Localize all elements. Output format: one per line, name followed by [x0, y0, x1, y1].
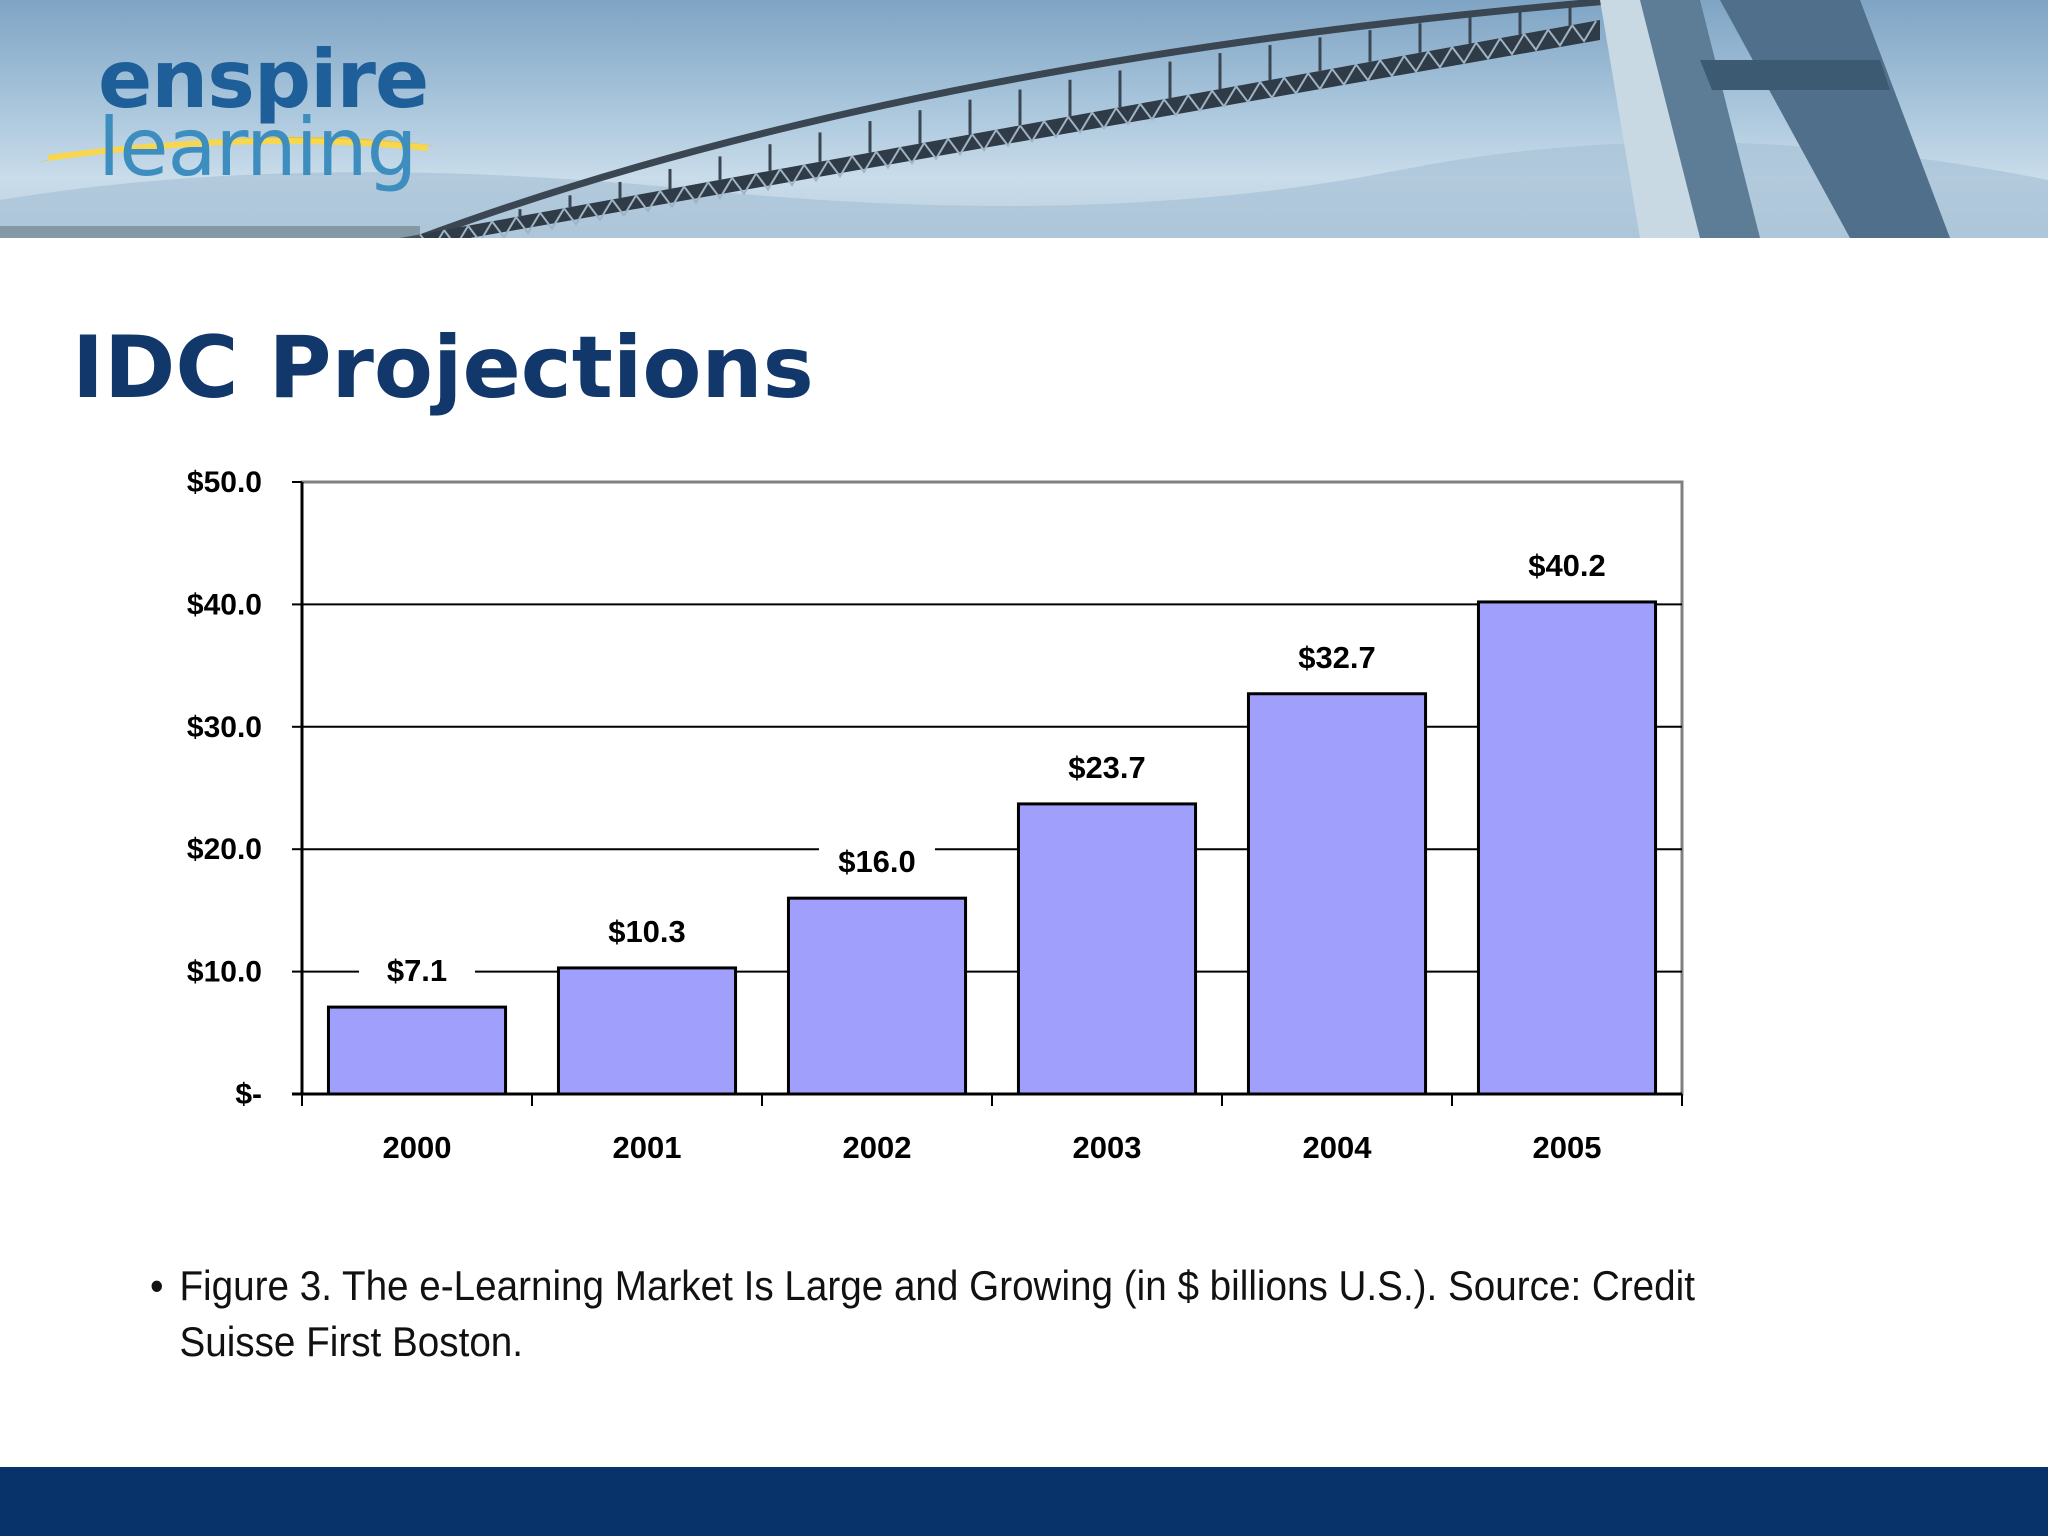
data-label: $32.7	[1298, 640, 1376, 675]
data-label-backing	[1049, 749, 1165, 790]
bar	[786, 896, 968, 1096]
bar	[1016, 802, 1198, 1096]
data-label: $16.0	[838, 844, 916, 879]
logo-text-enspire: enspire	[98, 33, 429, 126]
x-tick-label: 2005	[1533, 1130, 1602, 1165]
logo-swoosh	[38, 137, 438, 162]
x-tick-label: 2002	[843, 1130, 912, 1165]
x-tick-label: 2004	[1303, 1130, 1373, 1165]
data-label-backing	[1509, 547, 1625, 588]
data-label: $23.7	[1068, 750, 1146, 785]
enspire-learning-logo: enspire learning	[38, 36, 458, 206]
bullet-icon: •	[150, 1262, 164, 1309]
caption-text: Figure 3. The e-Learning Market Is Large…	[179, 1262, 1695, 1365]
header-banner: enspire learning	[0, 0, 2048, 238]
bar-chart: $- $10.0 $20.0 $30.0 $40.0 $50.0 2000 2001 2002…	[187, 466, 1684, 1165]
data-label-backing	[589, 913, 705, 954]
x-tick-label: 2001	[613, 1130, 682, 1165]
data-label: $40.2	[1528, 548, 1606, 583]
bar	[326, 1005, 508, 1096]
bar	[556, 966, 738, 1096]
bar	[1246, 692, 1428, 1096]
figure-caption: • Figure 3. The e-Learning Market Is Lar…	[150, 1258, 1806, 1370]
slide-title: IDC Projections	[72, 318, 814, 418]
y-tick-label: $10.0	[187, 956, 262, 989]
bar	[1476, 600, 1658, 1096]
y-tick-label: $20.0	[187, 833, 262, 866]
logo-text-learning: learning	[98, 101, 417, 194]
x-tick-label: 2003	[1073, 1130, 1142, 1165]
data-label: $7.1	[387, 953, 447, 988]
data-label: $10.3	[608, 914, 686, 949]
bridge-illustration	[0, 0, 2048, 238]
data-label-backing	[359, 953, 475, 994]
y-tick-label: $-	[235, 1078, 262, 1111]
y-tick-label: $40.0	[187, 588, 262, 621]
plot-frame	[300, 480, 1684, 1096]
footer-bar	[0, 1467, 2048, 1536]
x-tick-label: 2000	[383, 1130, 452, 1165]
y-tick-label: $30.0	[187, 711, 262, 744]
data-label-backing	[1279, 639, 1395, 680]
data-label-backing	[819, 844, 935, 885]
y-tick-label: $50.0	[187, 466, 262, 499]
